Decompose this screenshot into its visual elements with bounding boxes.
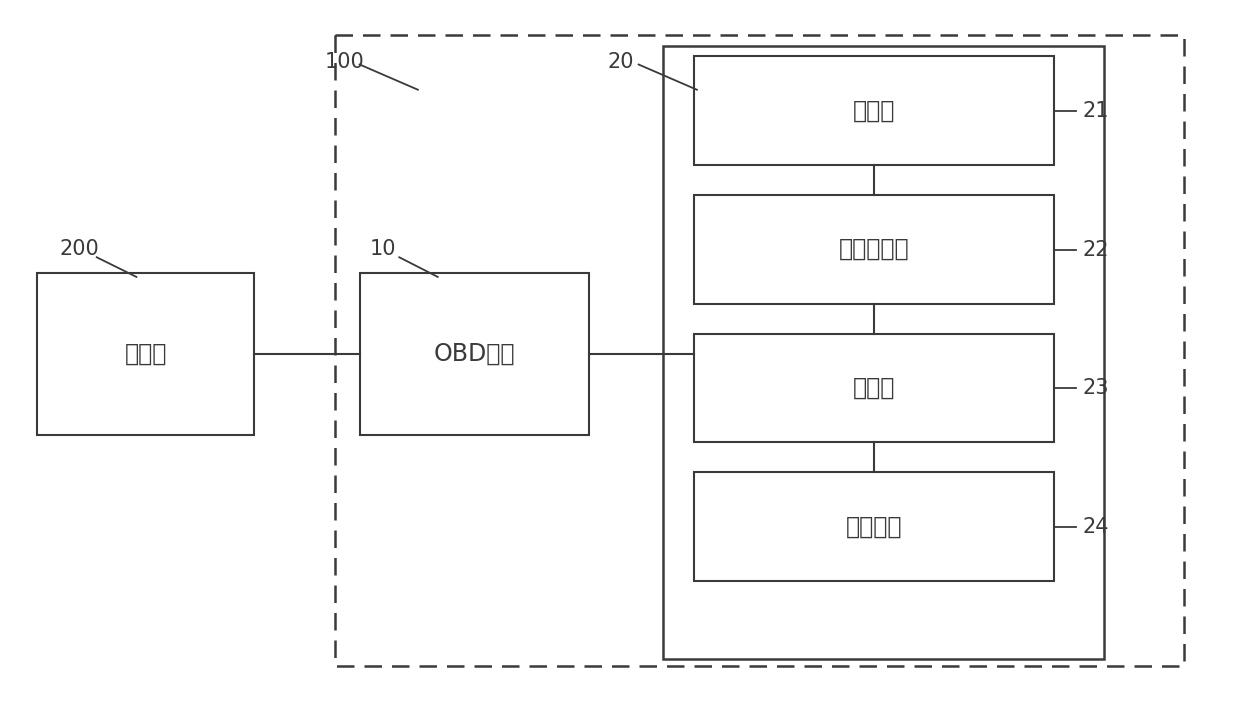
Bar — [663, 46, 1104, 659]
Text: 22: 22 — [1083, 240, 1109, 259]
Text: 10: 10 — [370, 239, 396, 259]
Text: OBD接口: OBD接口 — [434, 342, 515, 366]
Text: 输入轴: 输入轴 — [853, 98, 895, 123]
Text: 23: 23 — [1083, 379, 1109, 398]
Text: 24: 24 — [1083, 517, 1109, 537]
Text: 100: 100 — [325, 52, 365, 72]
Text: 21: 21 — [1083, 101, 1109, 121]
Bar — [694, 334, 1054, 442]
Bar — [335, 35, 1184, 666]
Bar — [694, 56, 1054, 165]
Text: 控制器: 控制器 — [853, 376, 895, 400]
Text: 转角传感器: 转角传感器 — [839, 237, 909, 261]
Bar — [37, 273, 254, 435]
Text: 转向电机: 转向电机 — [846, 515, 903, 539]
Text: 诊断仪: 诊断仪 — [124, 342, 167, 366]
Text: 200: 200 — [60, 239, 99, 259]
Bar — [694, 195, 1054, 304]
Bar — [360, 273, 589, 435]
Text: 20: 20 — [608, 52, 634, 72]
Bar — [694, 472, 1054, 581]
